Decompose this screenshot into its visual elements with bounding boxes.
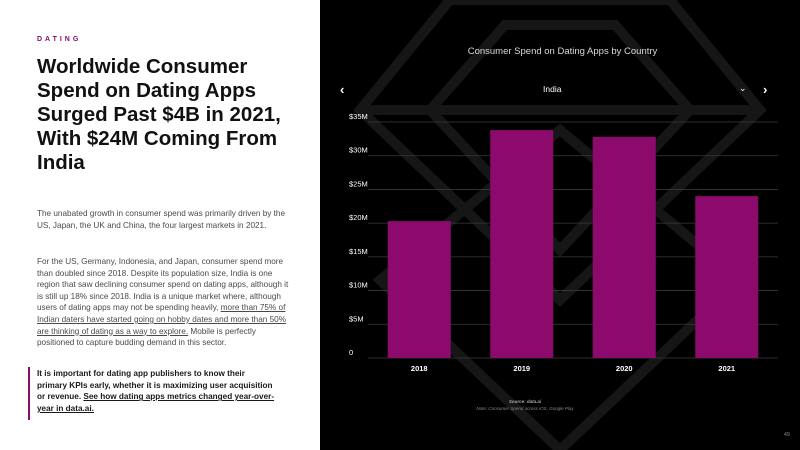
- y-tick-label: $25M: [349, 179, 368, 188]
- callout-text: It is important for dating app publisher…: [37, 368, 277, 414]
- hobby-dates-link[interactable]: more than 75% of Indian daters have star…: [37, 303, 286, 336]
- paragraph-2-text-a: For the US, Germany, Indonesia, and Japa…: [37, 257, 289, 313]
- chart-panel: Consumer Spend on Dating Apps by Country…: [320, 0, 800, 450]
- country-selector: ‹ India ⌄ ›: [320, 82, 800, 98]
- body-paragraph-2: For the US, Germany, Indonesia, and Japa…: [37, 256, 295, 349]
- y-tick-label: $5M: [349, 314, 364, 323]
- section-eyebrow: DATING: [37, 36, 82, 43]
- bar-2018[interactable]: [387, 221, 451, 358]
- text-panel: DATING Worldwide Consumer Spend on Datin…: [0, 0, 320, 450]
- chart-source: Source: data.ai: [508, 399, 542, 404]
- y-tick-label: $35M: [349, 112, 368, 121]
- paragraph-2-text-b: Mobile is perfectly positioned to captur…: [37, 326, 256, 348]
- page-title: Worldwide Consumer Spend on Dating Apps …: [37, 55, 281, 174]
- y-tick-label: $20M: [349, 213, 368, 222]
- bar-chart: 0 $5M $10M $15M $20M $25M $30M $35M 2018 2019 2020…: [349, 112, 778, 373]
- chevron-down-icon[interactable]: ⌄: [739, 83, 747, 93]
- previous-country-icon[interactable]: ‹: [340, 82, 345, 97]
- x-tick-label: 2018: [411, 364, 428, 373]
- next-country-icon[interactable]: ›: [763, 82, 768, 97]
- chart-title: Consumer Spend on Dating Apps by Country: [467, 46, 658, 57]
- bar-2019[interactable]: [490, 130, 554, 358]
- bar-2020[interactable]: [592, 136, 656, 358]
- bar-2021[interactable]: [695, 196, 759, 358]
- callout-text-a: It is important for dating app publisher…: [37, 369, 273, 402]
- page-number: 49: [783, 432, 790, 438]
- country-name[interactable]: India: [543, 84, 562, 94]
- x-tick-label: 2021: [718, 364, 735, 373]
- y-tick-label: $30M: [349, 146, 368, 155]
- x-tick-label: 2020: [616, 364, 633, 373]
- body-paragraph-1: The unabated growth in consumer spend wa…: [37, 209, 286, 230]
- y-tick-label: $10M: [349, 281, 368, 290]
- chart-note: Note: Consumer Spend across iOS, Google …: [476, 406, 574, 411]
- y-tick-label: $15M: [349, 247, 368, 256]
- data-ai-metrics-link[interactable]: See how dating apps metrics changed year…: [37, 392, 275, 413]
- y-tick-label: 0: [349, 348, 353, 357]
- x-tick-label: 2019: [513, 364, 530, 373]
- callout-accent-bar: [28, 367, 30, 420]
